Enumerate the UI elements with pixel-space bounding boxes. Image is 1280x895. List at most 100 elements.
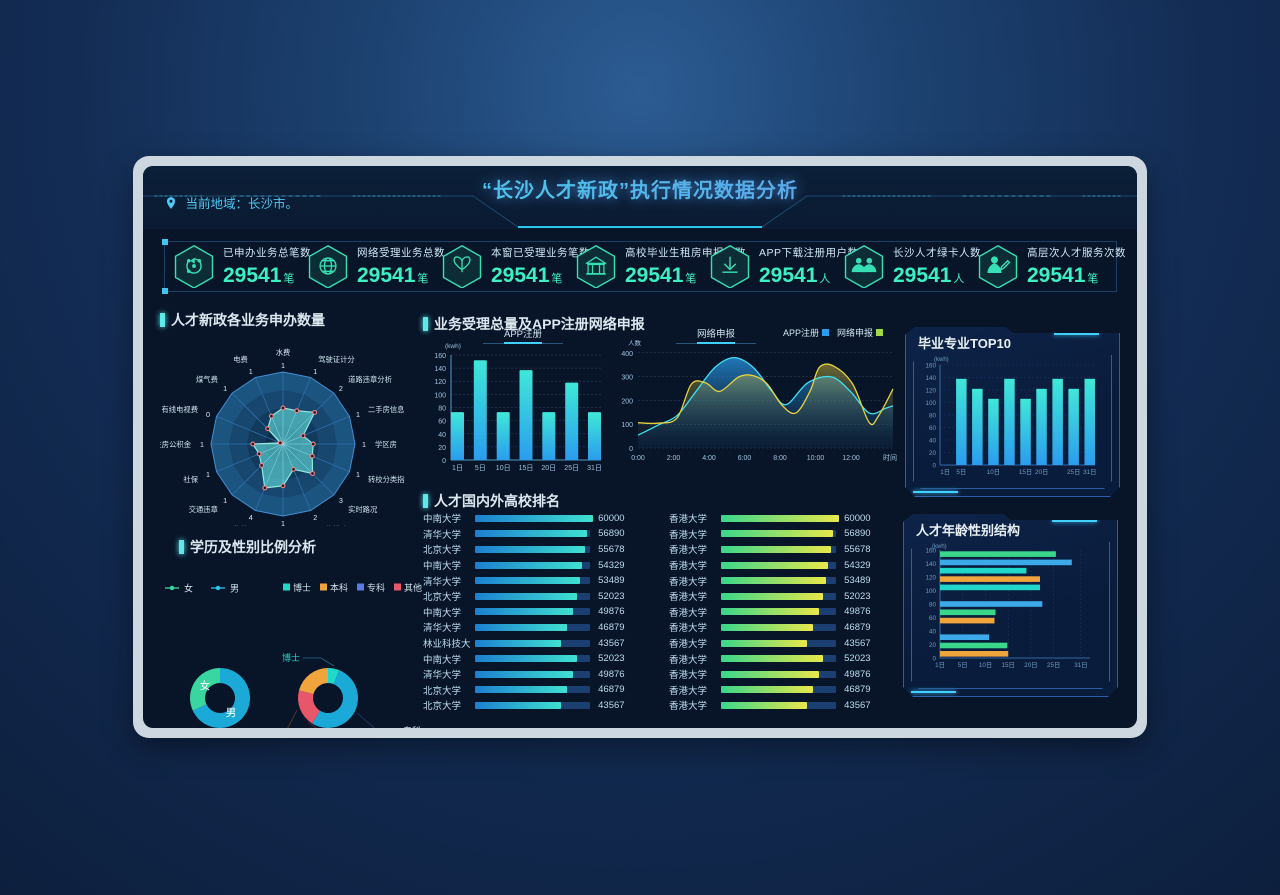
svg-text:男: 男 [226, 707, 237, 719]
svg-text:15日: 15日 [1002, 661, 1015, 669]
svg-text:人数: 人数 [628, 340, 642, 347]
svg-text:电费: 电费 [233, 355, 248, 364]
svg-text:5日: 5日 [958, 661, 968, 669]
svg-text:1: 1 [249, 367, 253, 376]
svg-text:时间: 时间 [883, 453, 897, 462]
svg-text:1: 1 [200, 440, 204, 449]
svg-text:31日: 31日 [1083, 468, 1096, 476]
svg-text:160: 160 [925, 548, 936, 555]
svg-text:二手房信息: 二手房信息 [368, 405, 404, 414]
svg-text:(kwh): (kwh) [934, 357, 949, 363]
svg-text:0:00: 0:00 [631, 455, 645, 462]
svg-text:20: 20 [929, 450, 937, 457]
svg-text:1: 1 [223, 384, 227, 393]
svg-text:20日: 20日 [541, 464, 556, 472]
svg-text:100: 100 [925, 400, 936, 407]
svg-text:实时路况: 实时路况 [348, 505, 378, 514]
svg-text:120: 120 [925, 388, 936, 395]
svg-text:12:00: 12:00 [842, 455, 860, 462]
svg-text:住房公积金: 住房公积金 [160, 440, 192, 449]
svg-text:25日: 25日 [564, 464, 579, 472]
svg-text:15日: 15日 [1019, 468, 1032, 476]
svg-text:120: 120 [434, 379, 446, 386]
svg-text:300: 300 [621, 375, 633, 382]
svg-text:其他: 其他 [404, 582, 422, 593]
svg-text:男: 男 [230, 584, 239, 594]
svg-text:女: 女 [184, 583, 193, 594]
svg-text:80: 80 [438, 406, 446, 413]
svg-text:40: 40 [929, 438, 937, 445]
svg-text:20日: 20日 [1035, 468, 1048, 476]
svg-text:转校分类指数: 转校分类指数 [368, 475, 405, 484]
svg-text:本科: 本科 [330, 582, 348, 593]
svg-text:有线电视费: 有线电视费 [162, 405, 198, 414]
svg-text:160: 160 [434, 353, 446, 360]
svg-text:100: 100 [925, 588, 936, 595]
svg-text:31日: 31日 [1074, 661, 1087, 669]
svg-text:10日: 10日 [987, 468, 1000, 476]
svg-text:1日: 1日 [940, 468, 950, 476]
svg-text:4: 4 [249, 513, 253, 522]
svg-text:(kwh): (kwh) [445, 343, 461, 350]
svg-text:J2345热线: J2345热线 [213, 525, 248, 526]
svg-text:1: 1 [206, 470, 210, 479]
svg-text:驾驶证计分: 驾驶证计分 [318, 355, 354, 364]
svg-text:80: 80 [929, 413, 937, 420]
svg-text:预约排队: 预约排队 [318, 525, 348, 526]
svg-text:100: 100 [621, 422, 633, 429]
svg-text:6:00: 6:00 [738, 455, 752, 462]
svg-text:140: 140 [434, 366, 446, 373]
svg-text:60: 60 [929, 615, 937, 622]
svg-text:1日: 1日 [935, 661, 945, 669]
svg-text:400: 400 [621, 351, 633, 358]
svg-text:2: 2 [313, 513, 317, 522]
svg-text:1: 1 [362, 440, 366, 449]
svg-text:31日: 31日 [587, 464, 602, 472]
svg-text:80: 80 [929, 602, 937, 609]
svg-text:1: 1 [281, 519, 285, 526]
svg-text:8:00: 8:00 [773, 455, 787, 462]
svg-text:1: 1 [313, 367, 317, 376]
svg-text:5日: 5日 [475, 464, 486, 472]
svg-text:专科: 专科 [367, 582, 385, 593]
svg-text:0: 0 [206, 410, 210, 419]
svg-text:10日: 10日 [496, 464, 511, 472]
svg-text:60: 60 [929, 425, 937, 432]
svg-text:女: 女 [200, 679, 211, 692]
svg-text:20: 20 [929, 642, 937, 649]
svg-text:水费: 水费 [276, 348, 291, 357]
svg-text:道路违章分析: 道路违章分析 [348, 375, 392, 384]
svg-text:25日: 25日 [1067, 468, 1080, 476]
svg-text:140: 140 [925, 375, 936, 382]
svg-text:20: 20 [438, 445, 446, 452]
svg-text:40: 40 [929, 629, 937, 636]
svg-text:15日: 15日 [519, 464, 534, 472]
svg-text:3: 3 [339, 496, 343, 505]
svg-text:140: 140 [925, 561, 936, 568]
svg-text:120: 120 [925, 575, 936, 582]
svg-text:专科: 专科 [403, 725, 421, 728]
svg-text:2: 2 [339, 384, 343, 393]
svg-text:1: 1 [223, 496, 227, 505]
svg-text:40: 40 [438, 432, 446, 439]
svg-text:200: 200 [621, 398, 633, 405]
svg-text:1日: 1日 [452, 464, 463, 472]
svg-text:5日: 5日 [956, 468, 966, 476]
svg-text:100: 100 [434, 392, 446, 399]
svg-text:交通违章: 交通违章 [189, 505, 218, 514]
svg-text:1: 1 [356, 410, 360, 419]
svg-text:0: 0 [932, 463, 936, 470]
svg-text:学区房: 学区房 [375, 440, 397, 449]
svg-text:60: 60 [438, 419, 446, 426]
svg-text:社保: 社保 [183, 475, 198, 484]
svg-text:20日: 20日 [1024, 661, 1037, 669]
svg-text:160: 160 [925, 363, 936, 370]
svg-text:博士: 博士 [293, 582, 311, 593]
svg-text:1: 1 [281, 361, 285, 370]
svg-text:1: 1 [356, 470, 360, 479]
svg-text:0: 0 [932, 656, 936, 663]
svg-text:2:00: 2:00 [667, 455, 681, 462]
svg-text:10日: 10日 [979, 661, 992, 669]
svg-text:10:00: 10:00 [807, 455, 825, 462]
svg-text:25日: 25日 [1047, 661, 1060, 669]
